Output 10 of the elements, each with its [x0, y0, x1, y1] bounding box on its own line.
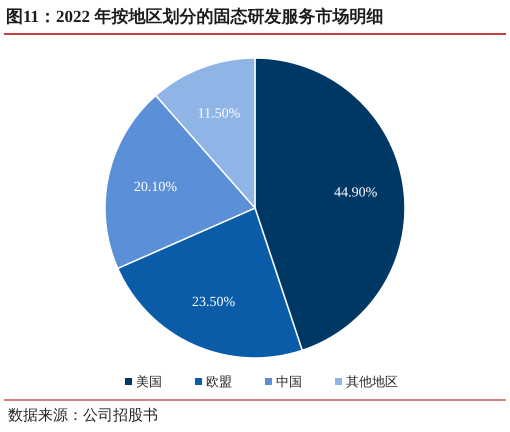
legend-label: 中国	[276, 374, 302, 389]
chart-title: 图11：2022 年按地区划分的固态研发服务市场明细	[6, 7, 384, 26]
data-label: 44.90%	[334, 186, 378, 201]
source-note: 数据来源：公司招股书	[8, 407, 158, 424]
legend-label: 美国	[136, 374, 162, 389]
data-label: 23.50%	[192, 295, 236, 310]
data-label: 20.10%	[134, 180, 178, 195]
legend-label: 欧盟	[206, 374, 232, 389]
data-label: 11.50%	[198, 106, 241, 122]
legend-label: 其他地区	[346, 374, 398, 389]
